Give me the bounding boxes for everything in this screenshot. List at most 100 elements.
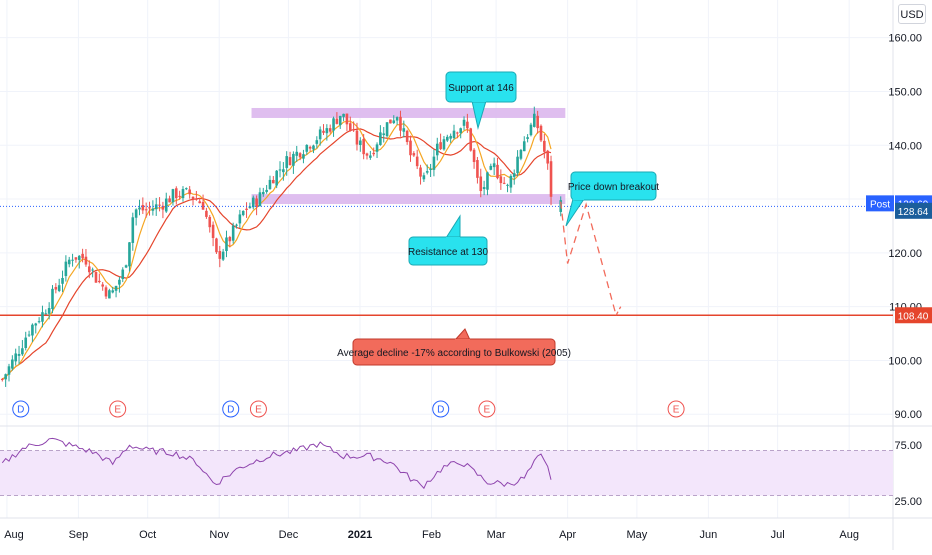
- candle-body: [241, 210, 245, 216]
- resistance-callout-text: Resistance at 130: [408, 247, 488, 258]
- candle-body: [27, 334, 31, 336]
- candle-body: [543, 140, 546, 152]
- time-tick-label: Aug: [4, 529, 24, 541]
- candle-body: [24, 337, 28, 348]
- candle-body: [255, 198, 258, 207]
- dividend-marker[interactable]: D: [432, 400, 450, 418]
- sma-slow-line: [1, 128, 552, 380]
- candle-body: [64, 261, 68, 277]
- candle-body: [422, 175, 426, 180]
- earnings-marker[interactable]: E: [667, 400, 685, 418]
- support-callout[interactable]: Support at 146: [445, 71, 517, 130]
- candle-body: [496, 164, 499, 179]
- candle-body: [71, 259, 74, 261]
- candle-body: [131, 217, 135, 243]
- currency-button[interactable]: USD: [898, 4, 926, 24]
- candle-body: [88, 266, 91, 273]
- candle-body: [486, 172, 489, 190]
- post-tag: Post: [870, 199, 890, 210]
- candle-body: [479, 176, 483, 192]
- time-tick-label: Dec: [279, 529, 299, 541]
- candle-body: [144, 209, 148, 211]
- candle-body: [302, 154, 305, 159]
- candle-body: [499, 176, 503, 184]
- candle-body: [101, 284, 104, 287]
- rsi-band: [0, 450, 893, 496]
- projection-path[interactable]: [560, 201, 617, 316]
- candle-body: [138, 207, 141, 210]
- candle-body: [215, 238, 218, 253]
- candle-body: [34, 323, 38, 326]
- dividend-marker[interactable]: D: [222, 400, 240, 418]
- candle-body: [432, 156, 436, 170]
- candle-body: [425, 171, 429, 173]
- price-tick-label: 150.00: [888, 86, 922, 98]
- marker-circle: [222, 400, 240, 418]
- candle-body: [4, 374, 7, 380]
- candle-body: [549, 161, 553, 197]
- candle-body: [449, 135, 452, 139]
- candle-body: [91, 269, 94, 271]
- candles: [1, 106, 563, 387]
- rsi-tick-label: 25.00: [894, 496, 922, 508]
- earnings-marker[interactable]: E: [478, 400, 496, 418]
- candle-body: [395, 117, 399, 121]
- candle-body: [161, 205, 165, 210]
- post-tag-bg: [866, 195, 894, 212]
- candle-body: [1, 378, 4, 380]
- candle-body: [211, 224, 215, 239]
- candle-body: [31, 324, 34, 336]
- candle-body: [509, 175, 513, 188]
- marker-letter: E: [255, 405, 262, 416]
- candle-body: [292, 153, 295, 166]
- candle-body: [148, 207, 151, 209]
- candle-body: [308, 146, 312, 149]
- candle-body: [57, 285, 61, 291]
- candle-body: [114, 285, 118, 291]
- decline-callout[interactable]: Average decline -17% according to Bulkow…: [337, 328, 571, 366]
- target-value-bg: [895, 307, 932, 324]
- candle-body: [476, 160, 479, 178]
- candle-body: [108, 290, 111, 299]
- marker-circle: [667, 400, 685, 418]
- candle-body: [151, 208, 155, 211]
- candle-body: [268, 179, 272, 190]
- candle-body: [178, 195, 181, 197]
- decline-callout-box: [352, 338, 556, 366]
- candle-body: [459, 128, 462, 134]
- candle-body: [456, 132, 459, 134]
- candle-body: [469, 128, 473, 151]
- candle-body: [288, 157, 292, 166]
- candle-body: [51, 288, 54, 309]
- candle-body: [258, 192, 262, 207]
- last-value-bg: [895, 202, 932, 219]
- breakout-callout-pointer: [565, 198, 585, 227]
- candle-body: [362, 138, 365, 155]
- candle-body: [272, 179, 275, 184]
- target-value-label: 108.40: [898, 311, 929, 322]
- earnings-marker[interactable]: E: [249, 400, 267, 418]
- marker-circle: [432, 400, 450, 418]
- candle-body: [539, 125, 543, 141]
- candle-body: [322, 130, 325, 133]
- candle-body: [81, 253, 84, 259]
- candle-body: [17, 353, 21, 356]
- earnings-marker[interactable]: E: [109, 400, 127, 418]
- upper-channel-band[interactable]: [251, 107, 566, 118]
- candle-body: [332, 118, 335, 131]
- candle-body: [312, 145, 315, 150]
- dividend-marker[interactable]: D: [12, 400, 30, 418]
- lower-channel-band[interactable]: [251, 194, 566, 205]
- resistance-callout[interactable]: Resistance at 130: [408, 214, 488, 266]
- price-tick-label: 120.00: [888, 248, 922, 260]
- candle-body: [104, 287, 108, 297]
- time-tick-label: Jun: [700, 529, 718, 541]
- breakout-callout[interactable]: Price down breakout: [565, 171, 659, 227]
- candle-body: [171, 189, 175, 203]
- time-tick-label: Nov: [209, 529, 229, 541]
- candle-body: [489, 165, 493, 170]
- candle-body: [118, 279, 121, 285]
- marker-letter: E: [114, 405, 121, 416]
- candle-body: [372, 152, 375, 155]
